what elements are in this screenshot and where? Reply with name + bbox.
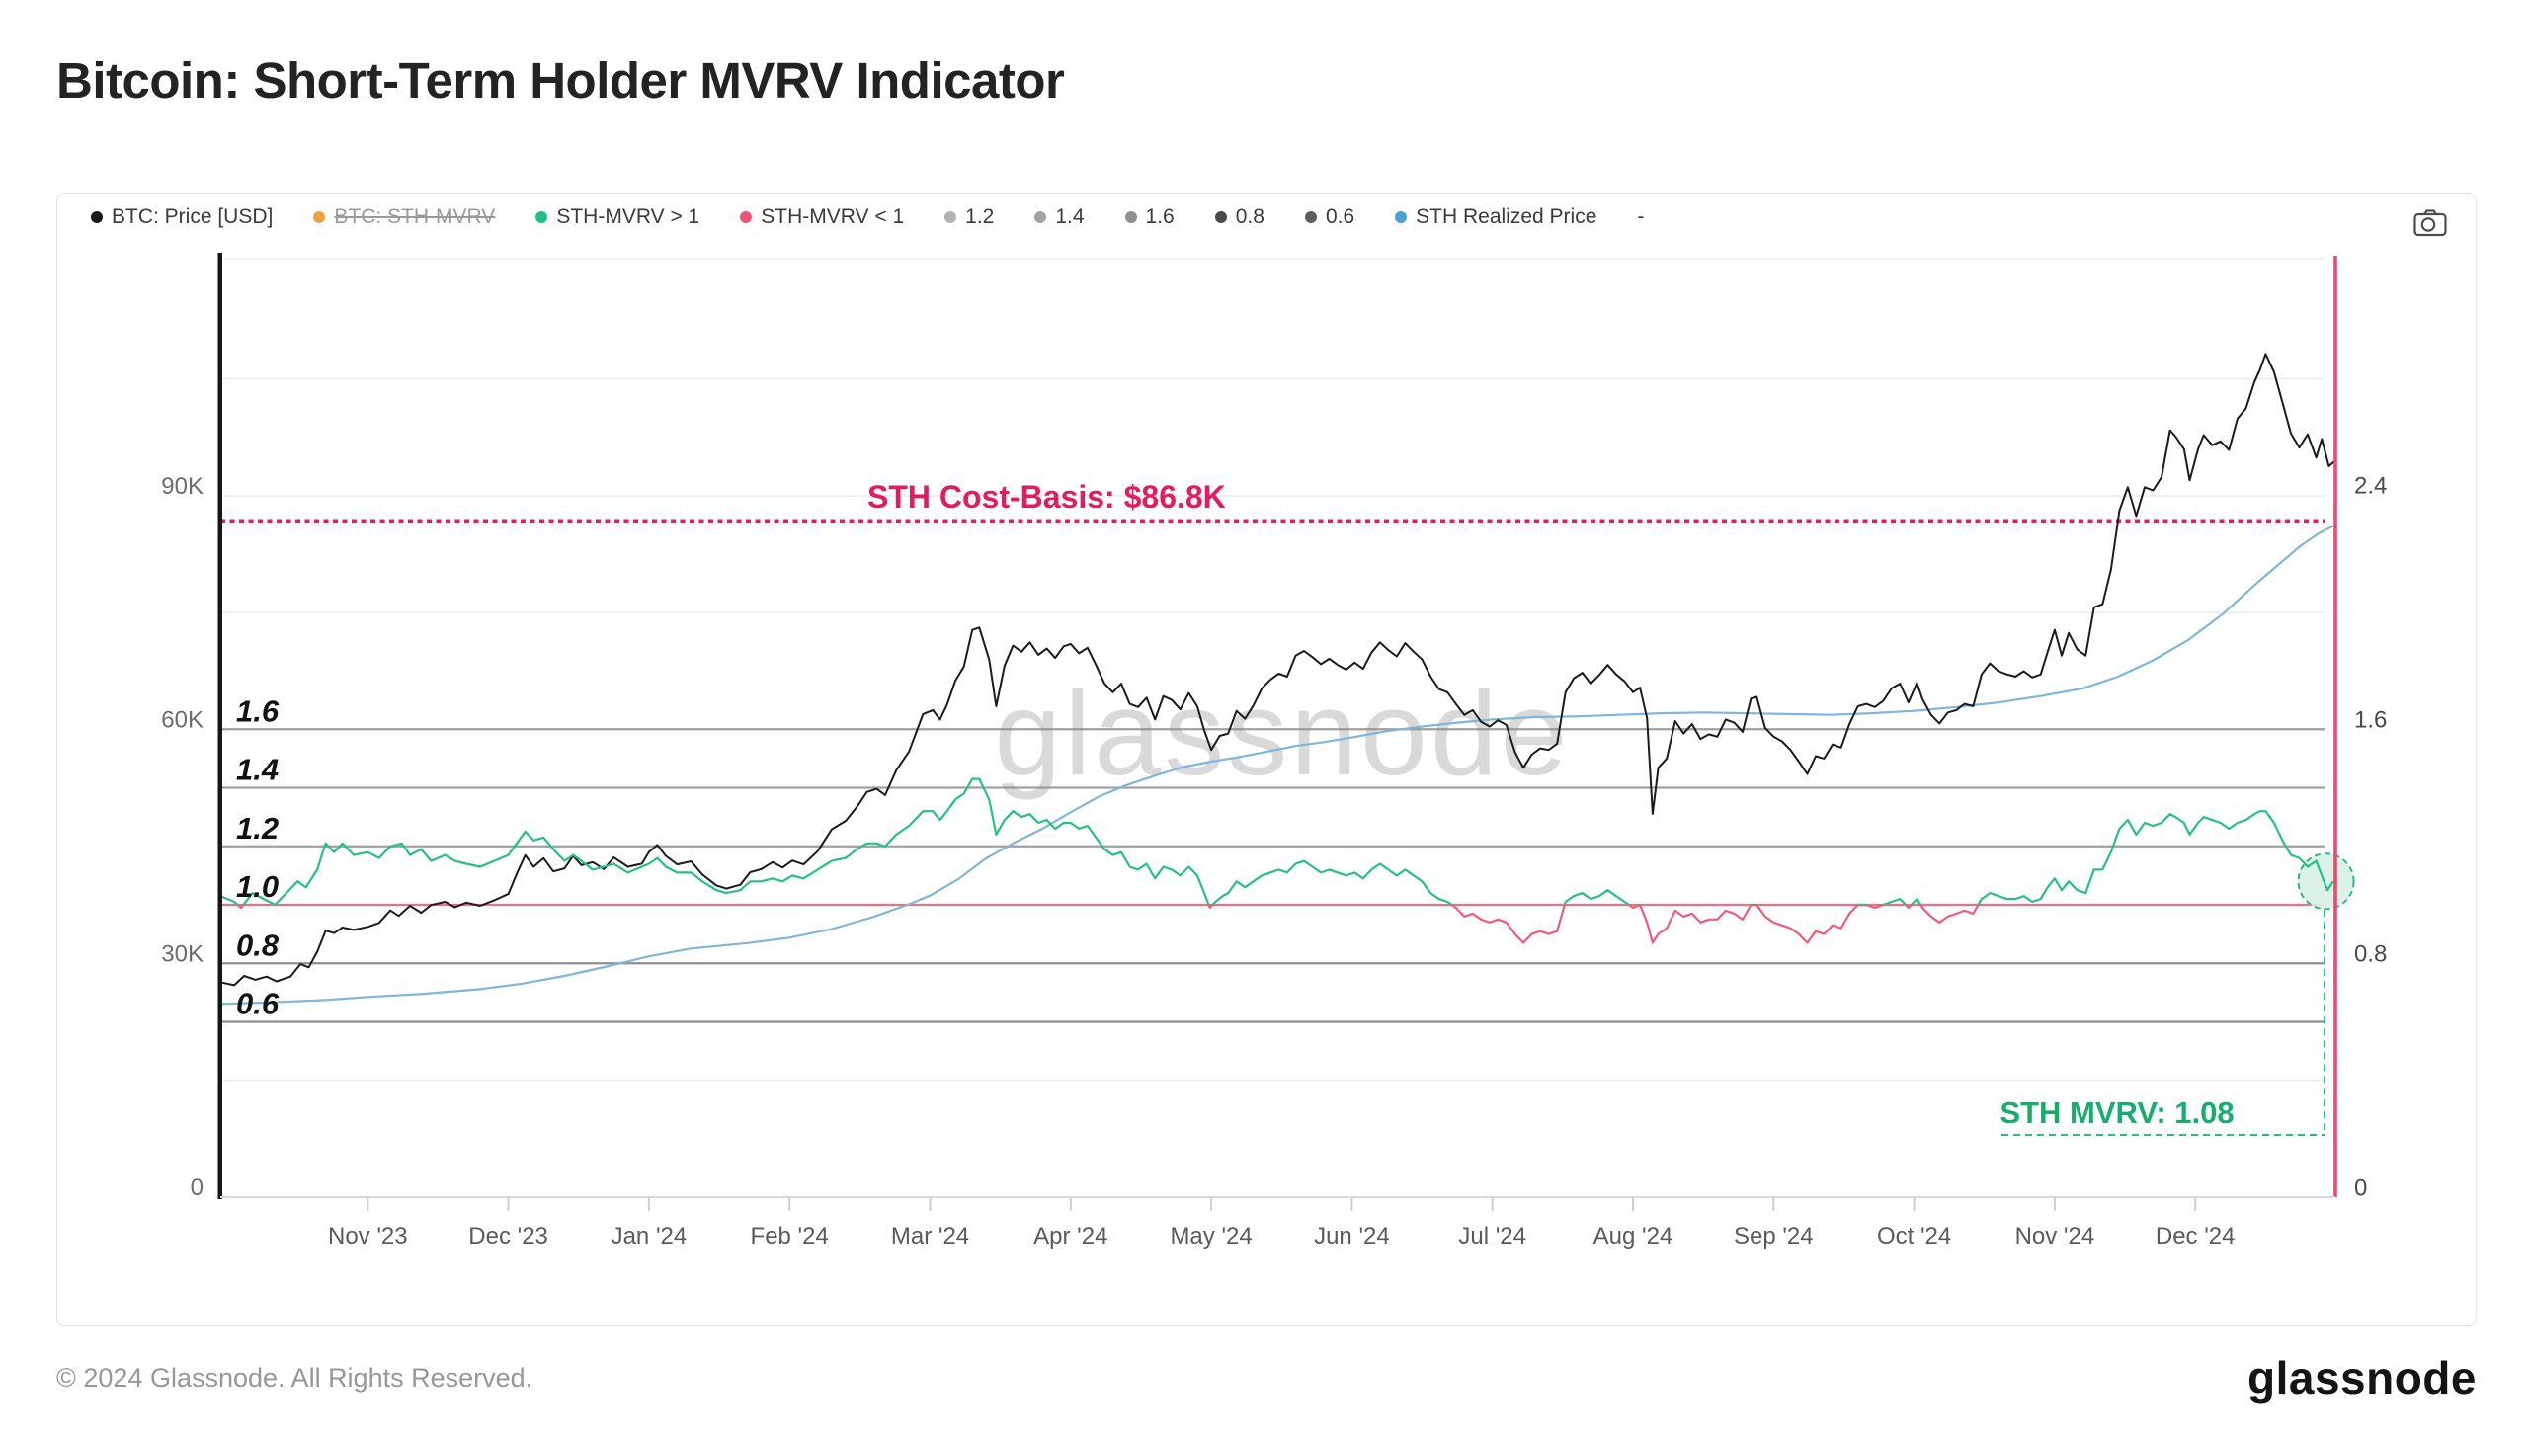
mvrv-level-label: 1.0 xyxy=(236,869,279,904)
legend-item-label: STH Realized Price xyxy=(1416,205,1597,228)
x-axis-label: Oct '24 xyxy=(1877,1223,1951,1250)
legend-item-label: STH-MVRV > 1 xyxy=(556,205,700,228)
mvrv-level-label: 1.6 xyxy=(236,693,280,728)
legend-item-0-8[interactable]: 0.8 xyxy=(1214,205,1264,229)
footer: © 2024 Glassnode. All Rights Reserved. g… xyxy=(56,1351,2477,1405)
legend-item-label: 0.8 xyxy=(1235,205,1264,228)
x-axis-label: Jun '24 xyxy=(1314,1223,1390,1250)
legend-item-1-4[interactable]: 1.4 xyxy=(1034,205,1085,229)
x-axis-label: Apr '24 xyxy=(1033,1223,1107,1250)
x-axis-label: Mar '24 xyxy=(891,1223,969,1250)
x-axis-label: Dec '23 xyxy=(468,1223,548,1250)
y-axis-mvrv-label: 1.6 xyxy=(2354,706,2387,733)
price-axis-bar xyxy=(217,253,222,1199)
x-axis-label: Jan '24 xyxy=(612,1223,688,1250)
camera-icon xyxy=(2413,209,2447,237)
legend-item-label: - xyxy=(1637,205,1645,228)
mvrv-level-label: 1.4 xyxy=(236,753,279,787)
legend-item-empty[interactable]: - xyxy=(1637,205,1644,229)
legend-item-sth-mvrv-1[interactable]: STH-MVRV < 1 xyxy=(740,205,904,229)
legend-dot-icon xyxy=(1395,211,1408,223)
legend-item-sth-mvrv-1[interactable]: STH-MVRV > 1 xyxy=(535,205,699,229)
legend-dot-icon xyxy=(740,211,753,223)
watermark: glassnode xyxy=(994,666,1570,800)
legend-item-label: BTC: Price [USD] xyxy=(112,205,274,228)
chart-card: BTC: Price [USD] BTC: STH-MVRV STH-MVRV > … xyxy=(56,193,2477,1326)
legend-item-label: STH-MVRV < 1 xyxy=(761,205,905,228)
legend-dot-icon xyxy=(1304,211,1317,223)
legend-item-btc-price-usd[interactable]: BTC: Price [USD] xyxy=(91,205,273,229)
btc-price-line xyxy=(219,353,2337,987)
sth-realized-price-line xyxy=(219,524,2336,1006)
legend-item-1-2[interactable]: 1.2 xyxy=(944,205,994,229)
mvrv-annotation-label: STH MVRV: 1.08 xyxy=(1999,1095,2234,1130)
legend-dot-icon xyxy=(91,211,103,223)
footer-copyright: © 2024 Glassnode. All Rights Reserved. xyxy=(56,1362,533,1393)
legend-item-label: 1.6 xyxy=(1145,205,1175,228)
mvrv-marker-circle xyxy=(2297,852,2355,911)
legend-item-label: BTC: STH-MVRV xyxy=(334,205,496,228)
x-axis-label: Jul '24 xyxy=(1458,1223,1526,1250)
legend-dot-icon xyxy=(535,211,548,223)
legend-item-label: 1.2 xyxy=(965,205,995,228)
x-axis-label: Nov '23 xyxy=(328,1223,408,1250)
chart-svg: glassnode STH MVRV: 1.08 STH Cost-Basis: $… xyxy=(161,253,2387,1250)
legend-item-btc-sth-mvrv[interactable]: BTC: STH-MVRV xyxy=(313,205,495,229)
legend-item-label: 1.4 xyxy=(1055,205,1085,228)
screenshot-button[interactable] xyxy=(2410,206,2450,240)
y-axis-price-label: 90K xyxy=(161,473,204,500)
legend-dot-icon xyxy=(1034,211,1047,223)
y-axis-price-label: 60K xyxy=(161,707,204,734)
y-axis-mvrv-label: 2.4 xyxy=(2354,472,2387,499)
mvrv-marker-fill xyxy=(2298,853,2354,910)
legend-item-1-6[interactable]: 1.6 xyxy=(1124,205,1175,229)
legend: BTC: Price [USD] BTC: STH-MVRV STH-MVRV > … xyxy=(91,205,2387,229)
x-axis-label: Nov '24 xyxy=(2015,1223,2095,1250)
legend-item-0-6[interactable]: 0.6 xyxy=(1304,205,1355,229)
y-axis-mvrv-label: 0 xyxy=(2354,1174,2367,1201)
x-axis-label: Dec '24 xyxy=(2156,1223,2236,1250)
mvrv-level-label: 0.6 xyxy=(236,987,280,1021)
y-axis-price-label: 0 xyxy=(191,1174,204,1201)
legend-dot-icon xyxy=(944,211,957,223)
legend-dot-icon xyxy=(1214,211,1227,223)
legend-item-label: 0.6 xyxy=(1325,205,1355,228)
y-axis-mvrv-label: 0.8 xyxy=(2354,940,2387,967)
glassnode-logo: glassnode xyxy=(2246,1352,2477,1404)
x-axis-label: Aug '24 xyxy=(1593,1223,1673,1250)
legend-item-sth-realized-price[interactable]: STH Realized Price xyxy=(1395,205,1596,229)
page-title: Bitcoin: Short-Term Holder MVRV Indicato… xyxy=(56,52,1065,109)
x-axis-label: May '24 xyxy=(1170,1223,1252,1250)
x-axis-label: Feb '24 xyxy=(751,1223,829,1250)
y-axis-price-label: 30K xyxy=(161,940,204,967)
sth-mvrv-line-below-1 xyxy=(235,905,1980,944)
x-axis-label: Sep '24 xyxy=(1734,1223,1814,1250)
mvrv-level-label: 0.8 xyxy=(236,928,280,962)
legend-dot-icon xyxy=(313,211,326,223)
mvrv-level-label: 1.2 xyxy=(236,811,279,846)
legend-dot-icon xyxy=(1124,211,1137,223)
cost-basis-label: STH Cost-Basis: $86.8K xyxy=(867,479,1226,515)
sth-mvrv-line-above-1 xyxy=(219,777,2334,905)
